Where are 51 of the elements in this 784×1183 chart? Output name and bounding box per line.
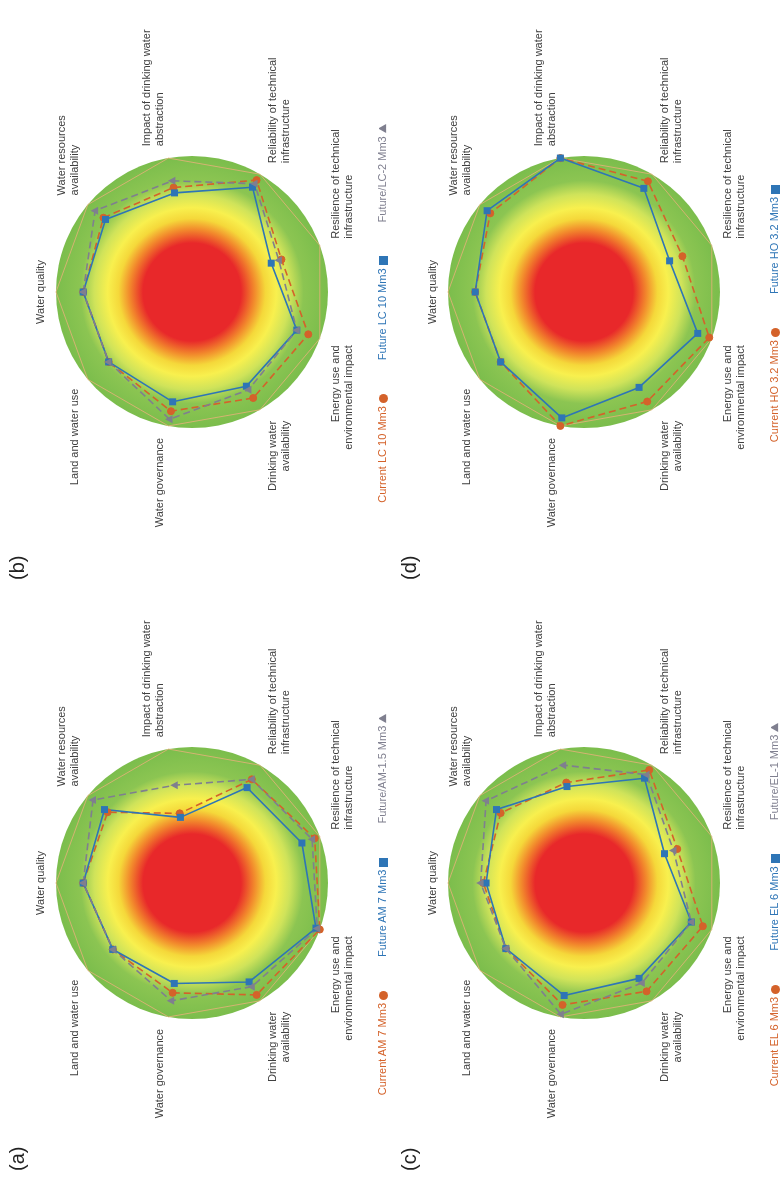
spoke-label: Energy use and environmental impact [329,936,355,1041]
spoke-label: Resilience of technical infrastructure [721,720,747,830]
spoke-label: Resilience of technical infrastructure [329,129,355,239]
spoke-label: Water quality [34,850,46,915]
spoke-label: Water governance [152,1028,165,1119]
spoke-label: Land and water use [67,979,80,1077]
spoke-label: Land and water use [67,388,80,486]
spoke-label: Drinking water availability [658,420,683,492]
spoke-label: Resilience of technical infrastructure [721,129,747,239]
spoke-label: Water quality [34,259,46,324]
spoke-label: Water quality [426,850,438,915]
spoke-label: Land and water use [459,979,472,1077]
legend-label: Future AM 7 Mm3 [376,869,388,957]
spoke-label: Water governance [152,437,165,528]
spoke-label: Energy use and environmental impact [721,936,747,1041]
spoke-label: Drinking water availability [266,420,291,492]
spoke-label: Energy use and environmental impact [329,345,355,450]
legend-label: Current HO 3.2 Mm3 [768,340,780,443]
legend-label: Future/EL-1 Mm3 [768,734,780,821]
legend-label: Future/AM-1.5 Mm3 [376,725,388,824]
legend-label: Future LC 10 Mm3 [376,268,388,361]
spoke-label: Land and water use [459,388,472,486]
spoke-label: Impact of drinking water abstraction [531,620,557,738]
spoke-label: Water quality [426,259,438,324]
spoke-label: Water governance [544,1028,557,1119]
spoke-label: Reliability of technical infrastructure [266,648,291,755]
text: (d) [398,555,421,580]
spoke-label: Water resources availability [446,705,472,787]
legend-label: Future EL 6 Mm3 [768,866,780,951]
spoke-label: Water governance [544,437,557,528]
spoke-label: Water resources availability [54,705,80,787]
spoke-label: Reliability of technical infrastructure [658,57,683,164]
text: (a) [6,1146,29,1171]
spoke-label: Reliability of technical infrastructure [266,57,291,164]
legend-label: Current LC 10 Mm3 [376,406,388,503]
text: (c) [398,1147,421,1171]
spoke-label: Drinking water availability [658,1011,683,1083]
spoke-label: Reliability of technical infrastructure [658,648,683,755]
spoke-label: Resilience of technical infrastructure [329,720,355,830]
spoke-label: Impact of drinking water abstraction [139,620,165,738]
legend-label: Future/LC-2 Mm3 [376,136,388,223]
spoke-label: Water resources availability [54,114,80,196]
legend-label: Current AM 7 Mm3 [376,1002,388,1096]
spoke-label: Drinking water availability [266,1011,291,1083]
legend-label: Future HO 3.2 Mm3 [768,196,780,295]
text: (b) [6,555,29,580]
spoke-label: Water resources availability [446,114,472,196]
spoke-label: Impact of drinking water abstraction [531,29,557,147]
spoke-label: Impact of drinking water abstraction [139,29,165,147]
spoke-label: Energy use and environmental impact [721,345,747,450]
legend-label: Current EL 6 Mm3 [768,996,780,1087]
